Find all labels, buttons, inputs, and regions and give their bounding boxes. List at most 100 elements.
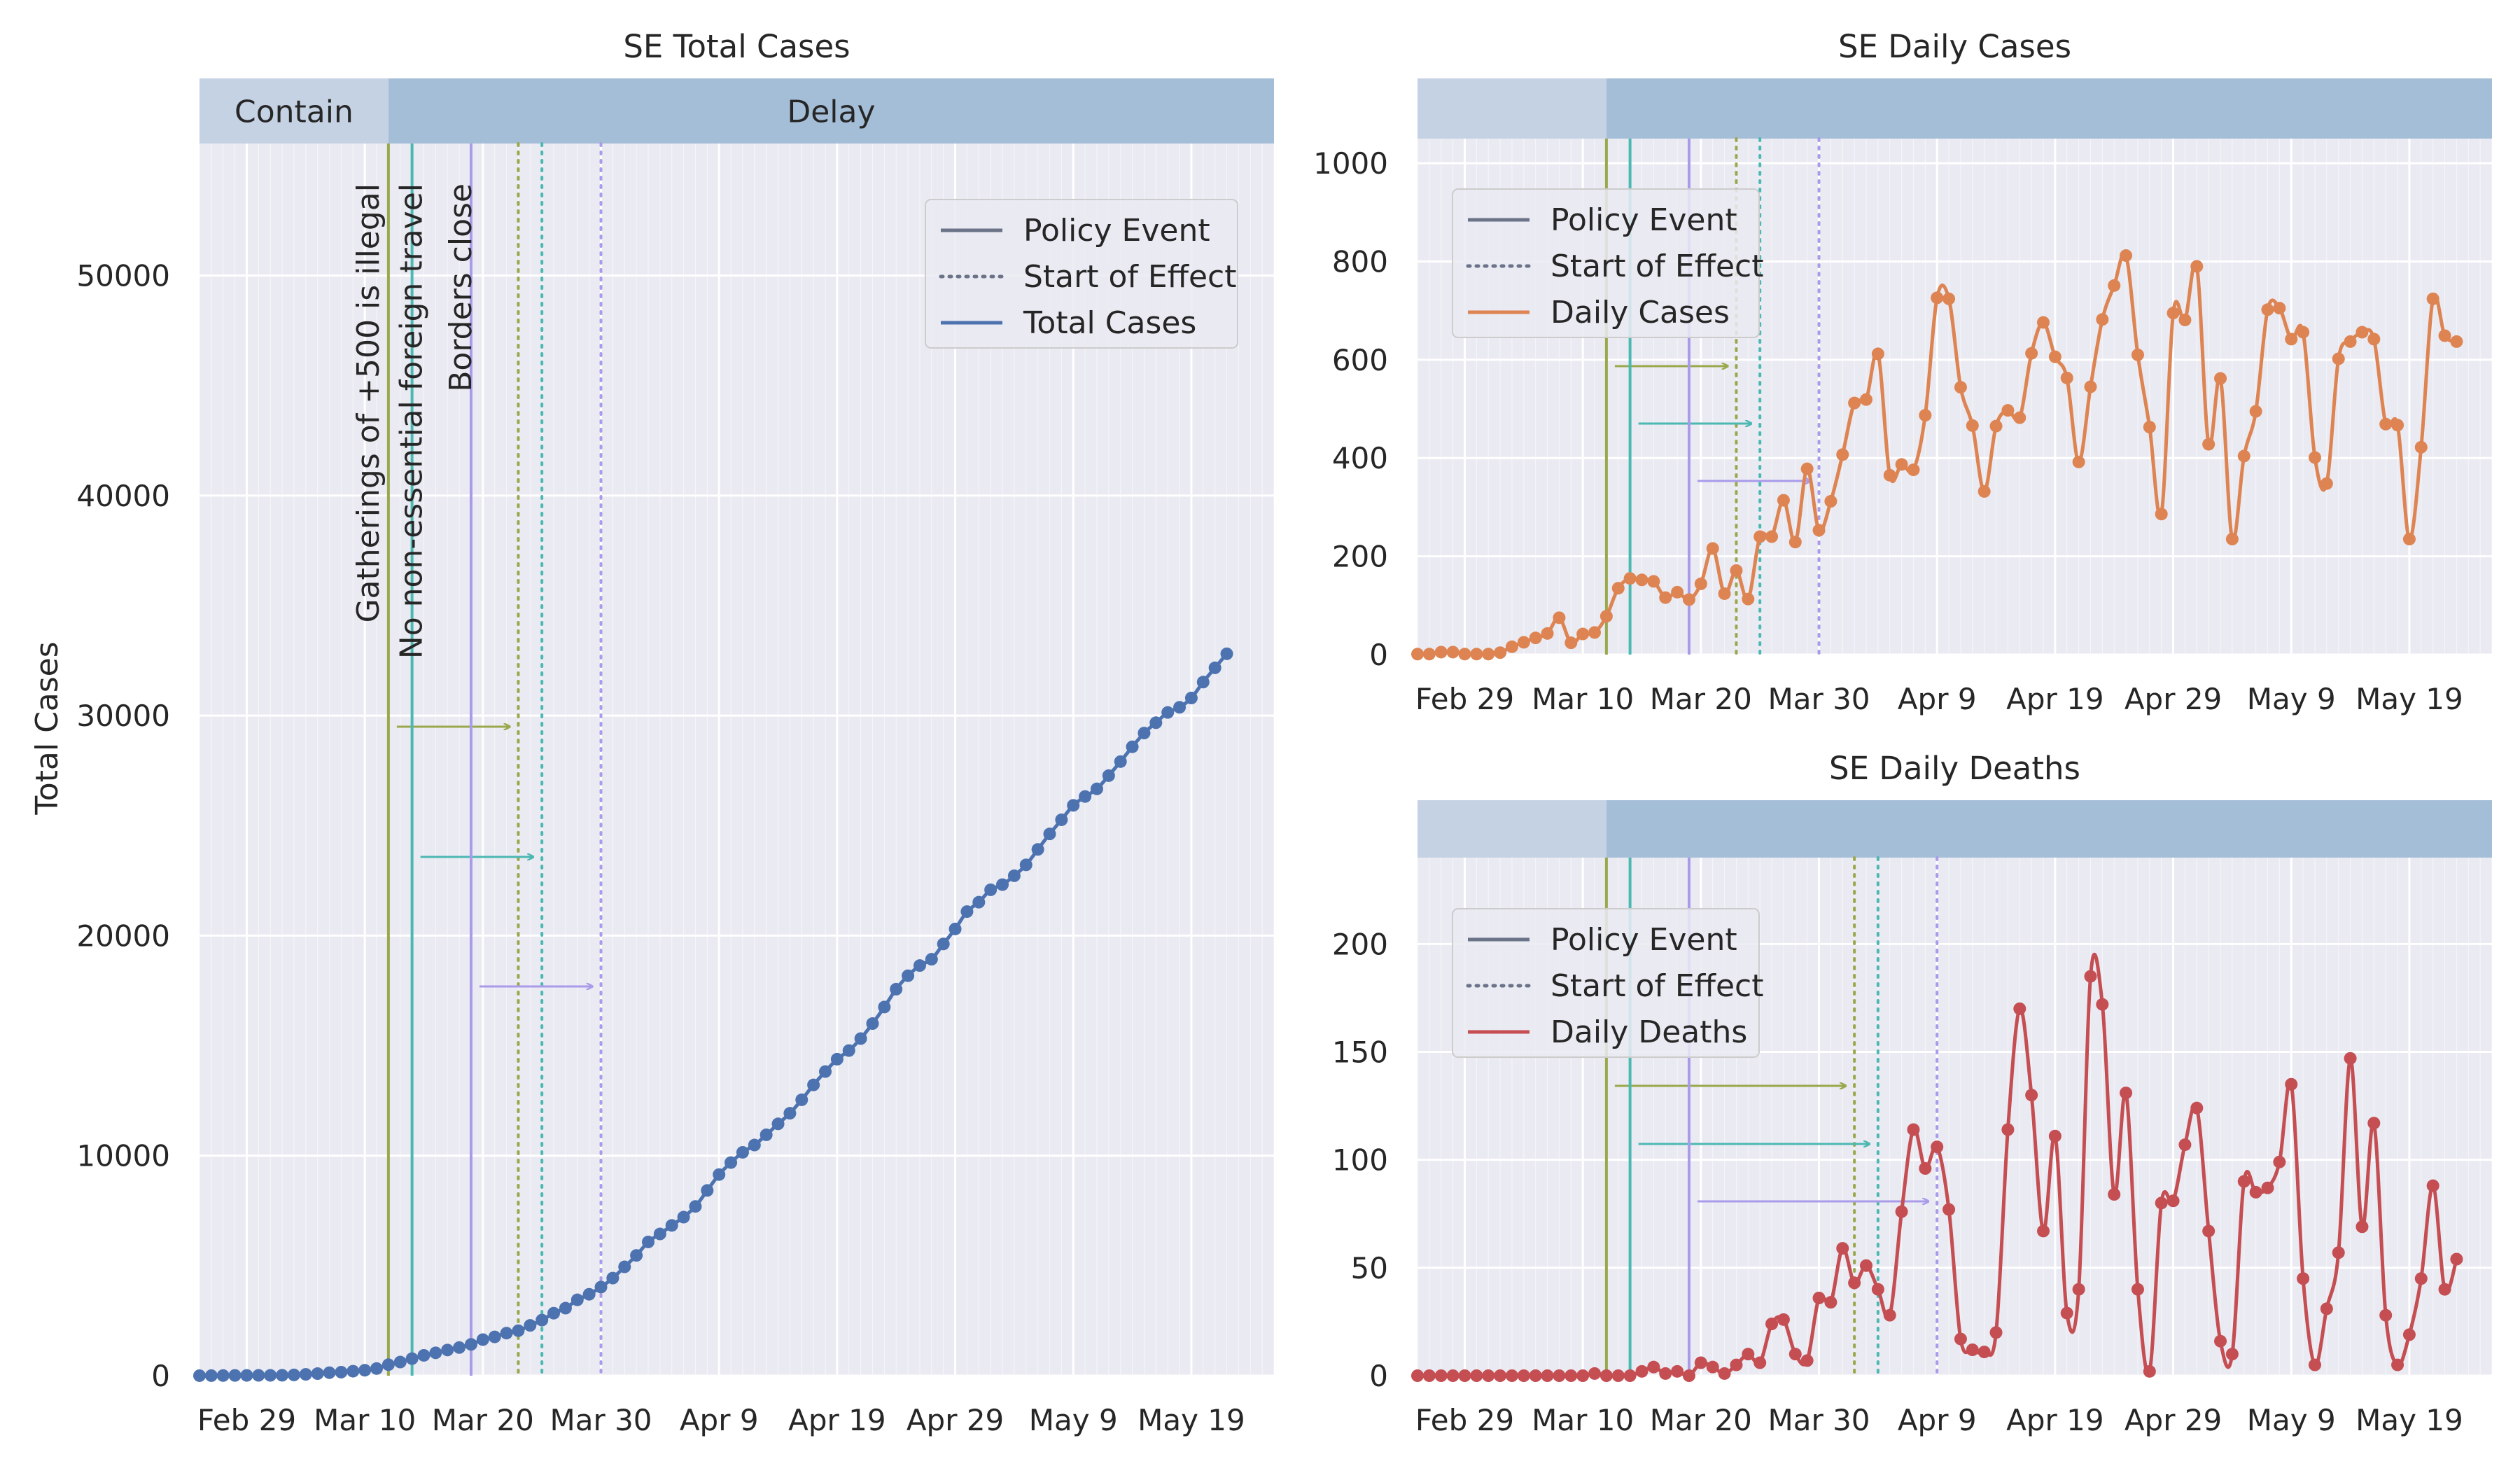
data-point [1848, 1276, 1861, 1290]
legend: Policy Event Start of Effect Daily Deaths [1452, 908, 1764, 1058]
data-point [2391, 1358, 2404, 1371]
data-point [2096, 313, 2109, 326]
data-point [1754, 530, 1767, 543]
data-point [2344, 335, 2357, 348]
policy-label: Gatherings of +500 is illegal [351, 183, 386, 623]
data-point [2084, 380, 2097, 393]
phase-band-delay [1606, 78, 2492, 139]
chart-title: SE Total Cases [623, 28, 850, 65]
data-point [2190, 1101, 2204, 1115]
data-point [2249, 1185, 2262, 1199]
data-point [1931, 1140, 1944, 1154]
data-point [2426, 292, 2440, 305]
data-point [2013, 1002, 2026, 1015]
series-markers [193, 647, 1233, 1382]
x-tick-label: Apr 29 [2124, 682, 2222, 716]
y-tick-label: 1000 [1313, 146, 1388, 181]
y-tick-label: 200 [1332, 927, 1388, 961]
data-point [393, 1355, 407, 1369]
data-point [1588, 626, 1602, 639]
data-point [1494, 646, 1507, 659]
data-point [1553, 1369, 1566, 1382]
data-point [1788, 1348, 1802, 1361]
data-point [1184, 692, 1198, 705]
data-point [1765, 1318, 1779, 1330]
x-tick-label: Apr 19 [2006, 1403, 2104, 1437]
data-point [1788, 536, 1802, 549]
policy-label: Borders close [443, 183, 479, 392]
data-point [1871, 347, 1884, 361]
data-point [2025, 347, 2038, 360]
data-point [1694, 577, 1707, 590]
data-point [2237, 1175, 2250, 1188]
data-point [2261, 303, 2274, 316]
data-point [1114, 755, 1127, 768]
data-point [606, 1271, 620, 1285]
data-point [771, 1117, 785, 1131]
data-point [1848, 396, 1861, 410]
data-point [2249, 405, 2262, 418]
data-point [252, 1369, 265, 1382]
data-point [1529, 1369, 1542, 1382]
data-point [677, 1210, 690, 1224]
x-tick-label: Apr 9 [1898, 682, 1977, 716]
data-point [2120, 1087, 2133, 1100]
data-point [2155, 508, 2168, 521]
data-point [2037, 1224, 2050, 1238]
legend-entry: Policy Event [1550, 202, 1737, 238]
data-point [2308, 1358, 2321, 1371]
data-point [1742, 1348, 1755, 1361]
data-point [1694, 1356, 1707, 1369]
data-point [1812, 524, 1826, 537]
data-point [2414, 1272, 2428, 1285]
data-point [1706, 542, 1719, 555]
data-point [2025, 1089, 2038, 1102]
phase-label-delay: Delay [787, 95, 875, 130]
data-point [1529, 631, 1542, 645]
data-point [1600, 1369, 1613, 1382]
data-point [1954, 381, 1967, 394]
data-point [311, 1367, 324, 1381]
data-point [2320, 477, 2333, 490]
data-point [512, 1324, 525, 1337]
data-point [2344, 1052, 2357, 1065]
data-point [1836, 1242, 1849, 1255]
data-point [1553, 611, 1566, 624]
data-point [1564, 636, 1578, 650]
data-point [2166, 1194, 2180, 1208]
y-tick-label: 0 [1369, 638, 1388, 672]
legend-frame [1452, 188, 1760, 338]
data-point [264, 1369, 277, 1382]
data-point [1730, 564, 1743, 577]
data-point [2379, 1308, 2393, 1322]
data-point [2214, 1334, 2227, 1348]
data-point [1966, 1343, 1979, 1356]
data-point [536, 1313, 549, 1327]
x-tick-label: Apr 9 [1898, 1403, 1977, 1437]
data-point [2060, 371, 2073, 384]
data-point [2001, 404, 2015, 417]
data-point [1942, 1203, 1956, 1216]
data-point [1600, 610, 1613, 623]
data-point [842, 1044, 855, 1057]
data-point [1541, 1369, 1554, 1382]
data-point [488, 1330, 501, 1343]
data-point [346, 1364, 360, 1378]
data-point [559, 1301, 572, 1315]
data-point [2320, 1302, 2333, 1315]
data-point [1588, 1367, 1602, 1380]
x-tick-label: Apr 19 [2006, 682, 2104, 716]
x-tick-label: Feb 29 [1415, 1403, 1514, 1437]
phase-band-delay [1606, 800, 2492, 858]
data-point [2402, 1328, 2416, 1341]
y-tick-label: 10000 [76, 1139, 170, 1173]
data-point [1422, 648, 1436, 661]
data-point [1623, 572, 1637, 585]
data-point [1043, 828, 1056, 841]
data-point [2308, 451, 2321, 464]
data-point [1871, 1283, 1884, 1296]
data-point [405, 1352, 419, 1365]
data-point [2367, 333, 2381, 346]
data-point [1635, 1364, 1648, 1378]
data-point [1977, 484, 1991, 498]
